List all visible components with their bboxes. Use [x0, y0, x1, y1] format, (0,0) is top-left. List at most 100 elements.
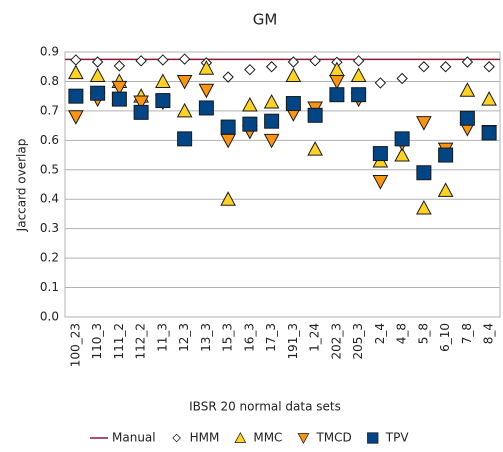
- y-tick-label: 0.7: [40, 103, 59, 117]
- x-tick-label: 1_24: [308, 323, 322, 352]
- data-point: [461, 56, 474, 68]
- data-point: [220, 119, 236, 135]
- data-point: [242, 96, 258, 112]
- data-point: [372, 146, 388, 162]
- data-point: [133, 104, 149, 120]
- data-point: [418, 61, 430, 73]
- data-point: [68, 88, 84, 104]
- data-point: [350, 67, 367, 83]
- chart-title: GM: [253, 11, 278, 29]
- data-point: [111, 91, 127, 107]
- data-point: [220, 191, 236, 206]
- data-point: [285, 67, 302, 83]
- x-tick-label: 205_3: [351, 323, 365, 360]
- data-point: [198, 83, 215, 99]
- data-point: [68, 64, 84, 80]
- data-point: [198, 100, 214, 116]
- x-tick-label: 12_3: [177, 323, 191, 352]
- data-point: [439, 61, 452, 73]
- data-point: [89, 67, 106, 83]
- data-point: [111, 80, 128, 96]
- y-tick-label: 0.9: [40, 45, 59, 59]
- x-tick-label: 2_4: [373, 323, 387, 344]
- legend-swatch: [172, 433, 181, 443]
- x-tick-label: 13_3: [199, 323, 213, 352]
- data-point: [459, 110, 475, 126]
- data-point: [264, 113, 280, 129]
- y-tick-label: 0.5: [40, 162, 59, 176]
- x-tick-label: 17_3: [264, 323, 278, 352]
- data-point: [265, 61, 278, 73]
- data-point: [244, 63, 256, 76]
- data-point: [394, 147, 410, 162]
- legend-label: MMC: [253, 431, 282, 445]
- data-point: [351, 87, 367, 103]
- data-point: [285, 96, 301, 112]
- data-point: [459, 82, 476, 97]
- data-point: [68, 110, 84, 125]
- data-point: [416, 165, 432, 181]
- y-tick-label: 0.0: [40, 310, 59, 324]
- data-point: [483, 61, 495, 73]
- y-tick-label: 0.3: [40, 221, 59, 235]
- data-point: [155, 93, 171, 109]
- data-point: [481, 125, 497, 141]
- data-point: [263, 133, 280, 149]
- x-tick-label: 4_8: [395, 323, 409, 344]
- y-axis-label: Jaccard overlap: [15, 139, 29, 233]
- data-point: [396, 72, 408, 85]
- x-tick-label: 7_8: [460, 323, 474, 344]
- x-axis-label: IBSR 20 normal data sets: [189, 400, 341, 414]
- data-point: [329, 87, 345, 103]
- y-tick-label: 0.4: [40, 192, 59, 206]
- legend-label: TMCD: [315, 431, 351, 445]
- data-point: [307, 107, 323, 123]
- data-point: [113, 60, 126, 72]
- data-point: [287, 56, 300, 68]
- data-point: [329, 61, 345, 77]
- data-point: [372, 175, 389, 190]
- x-tick-label: 5_8: [416, 323, 430, 344]
- data-point: [394, 131, 410, 147]
- data-point: [437, 182, 454, 197]
- legend-swatch: [234, 431, 247, 443]
- x-tick-label: 15_3: [221, 323, 235, 352]
- legend-swatch: [297, 433, 310, 445]
- x-tick-label: 110_3: [90, 323, 104, 360]
- data-point: [178, 53, 191, 65]
- x-tick-label: 11_3: [155, 323, 169, 352]
- x-tick-label: 112_2: [134, 323, 148, 360]
- data-point: [481, 91, 497, 106]
- data-point: [133, 95, 149, 111]
- data-point: [329, 74, 345, 90]
- data-point: [135, 55, 147, 67]
- data-point: [416, 116, 432, 131]
- data-point: [176, 74, 193, 90]
- data-point: [90, 85, 106, 101]
- y-tick-label: 0.6: [40, 133, 59, 147]
- plot-border: [64, 51, 501, 318]
- x-tick-label: 16_3: [242, 323, 256, 352]
- data-point: [222, 71, 234, 83]
- x-tick-label: 6_10: [438, 323, 452, 352]
- legend-label: TPV: [385, 431, 410, 445]
- data-point: [177, 131, 193, 147]
- data-point: [155, 73, 171, 88]
- data-point: [307, 141, 323, 156]
- data-point: [91, 56, 104, 68]
- data-point: [309, 55, 321, 67]
- data-point: [416, 200, 432, 215]
- data-point: [70, 54, 82, 66]
- x-tick-label: 8_4: [482, 323, 496, 344]
- x-tick-label: 111_2: [112, 323, 126, 360]
- data-point: [263, 94, 280, 109]
- data-point: [157, 54, 169, 66]
- y-tick-label: 0.8: [40, 74, 59, 88]
- x-tick-label: 191_3: [286, 323, 300, 360]
- legend-swatch: [367, 432, 379, 444]
- x-tick-label: 100_23: [68, 323, 82, 367]
- y-tick-label: 0.1: [40, 280, 59, 294]
- data-point: [176, 102, 193, 118]
